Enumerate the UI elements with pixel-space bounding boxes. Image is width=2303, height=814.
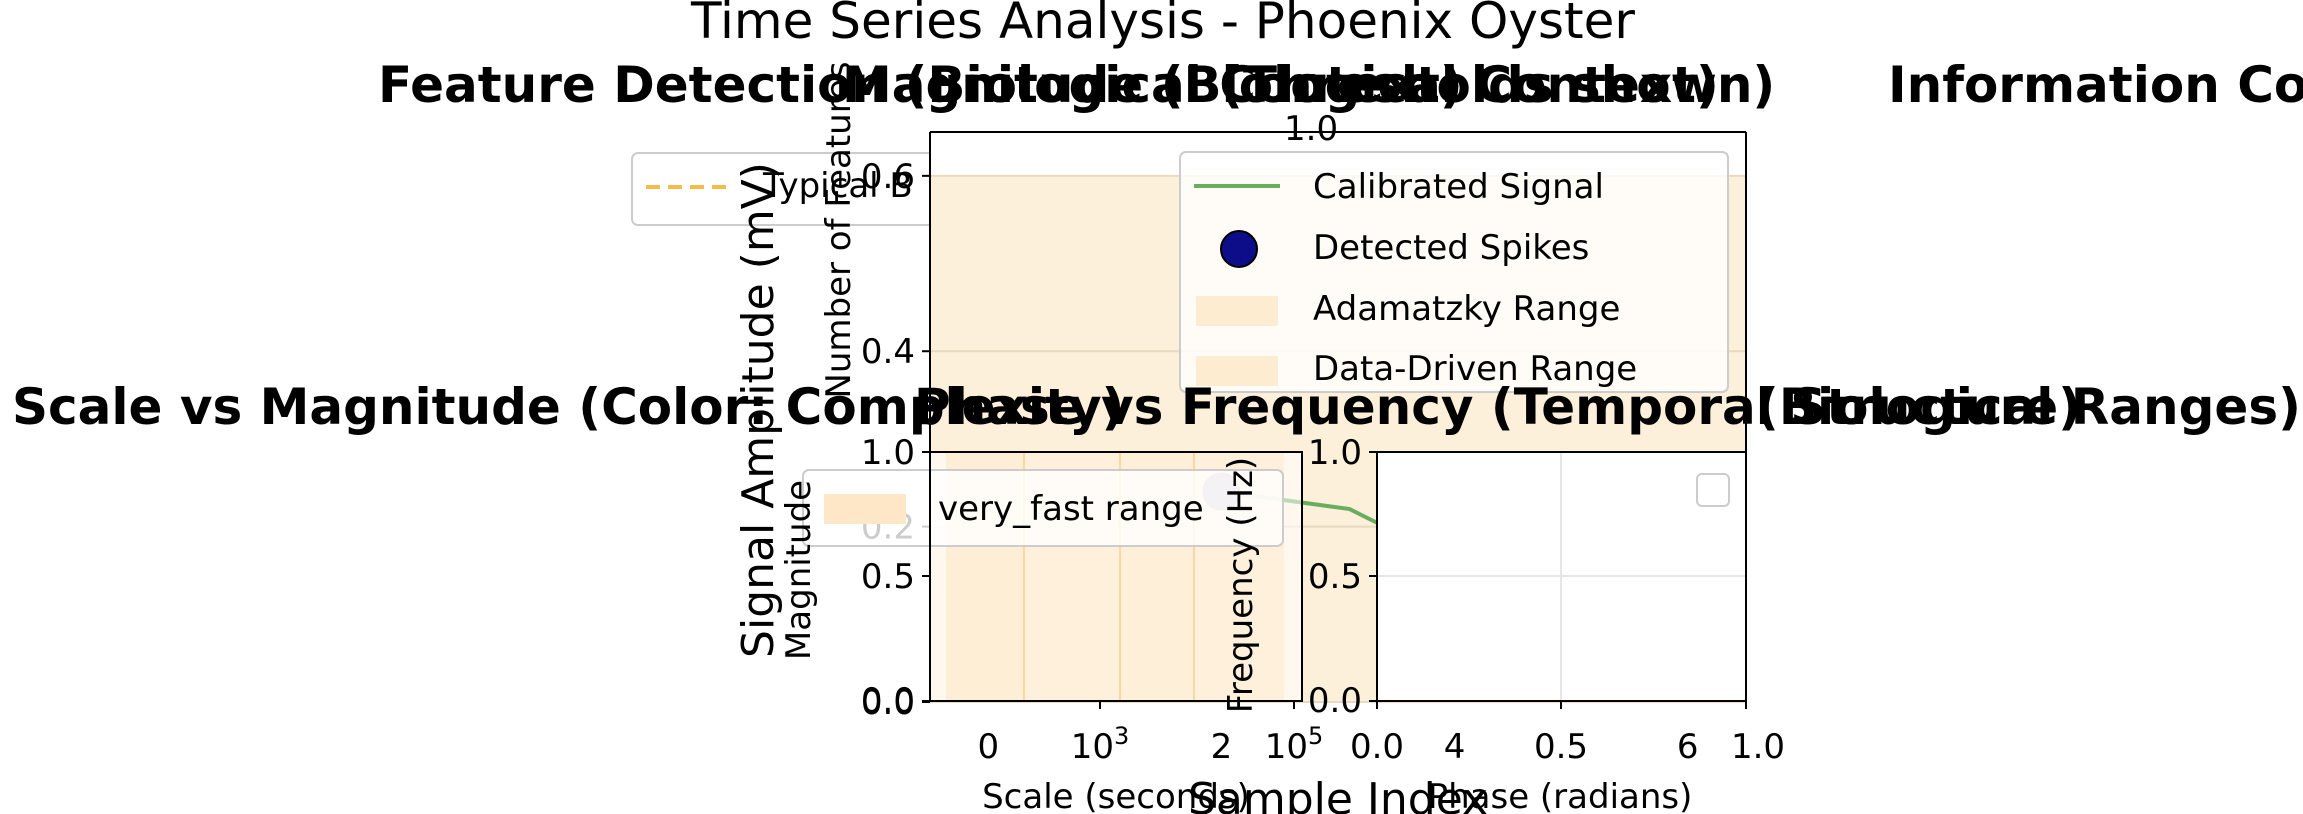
sm-xtick-1: 103 <box>1071 722 1130 767</box>
legend-label-typical: Typical B <box>762 166 913 206</box>
phase-frequency-xlabel: Phase (radians) <box>1428 777 1693 814</box>
phase-frequency-empty-legend <box>1696 473 1730 507</box>
phase-frequency-ylabel: Frequency (Hz) <box>1221 457 1261 713</box>
pf-ytick-3: 0.0 <box>1308 681 1362 721</box>
legend-label-adamatzky: Adamatzky Range <box>1313 289 1620 329</box>
histogram-ylabel: Number of Features <box>819 61 859 398</box>
scale-magnitude-yticks: 1.0 0.5 0.0 <box>861 433 930 721</box>
sm-ytick-1: 1.0 <box>861 433 915 473</box>
sm-ytick-3: 0.0 <box>861 681 915 721</box>
phase-frequency-xticks: 0.0 0.5 1.0 <box>1350 701 1785 767</box>
feature-detection-title: Feature Detection (Biological Context) <box>378 56 1463 114</box>
pf-xtick-1: 0.0 <box>1350 727 1404 767</box>
scale-magnitude-xticks: 103 105 <box>1071 701 1324 767</box>
info-content-title: Information Content) <box>1888 56 2303 114</box>
legend-swatch-adamatzky <box>1196 296 1278 326</box>
main-signal-ytick-label-4: 0.6 <box>861 157 915 197</box>
main-signal-xtick-label-4: 6 <box>1677 727 1699 767</box>
scale-magnitude-ylabel: Magnitude <box>779 480 819 660</box>
histogram-title: (Thresholds shown) <box>1220 56 1775 114</box>
pf-ytick-1: 1.0 <box>1308 433 1362 473</box>
magnitude-ytick: 1.0 <box>1284 109 1338 149</box>
scale-magnitude-panel: 1.0 0.5 0.0 103 105 very_fast range <box>802 433 1324 767</box>
legend-swatch-spikes <box>1220 230 1258 268</box>
biological-ranges-title: (Biological Ranges) <box>1756 378 2301 436</box>
main-signal-xlabel: Sample Index <box>1188 774 1488 814</box>
pf-xtick-3: 1.0 <box>1731 727 1785 767</box>
main-signal-legend: Calibrated Signal Detected Spikes Adamat… <box>1179 151 1729 393</box>
phase-frequency-grid <box>1377 452 1746 701</box>
phase-frequency-title: Phase vs Frequency (Temporal Structure) <box>914 378 2081 436</box>
main-signal-xtick-label-1: 0 <box>977 727 999 767</box>
pf-ytick-2: 0.5 <box>1308 557 1362 597</box>
feature-detection-legend: Typical B <box>631 152 935 226</box>
main-signal-xtick-label-3: 4 <box>1444 727 1466 767</box>
legend-label-spikes: Detected Spikes <box>1313 228 1589 268</box>
legend-label-datadriven: Data-Driven Range <box>1313 349 1637 389</box>
main-signal-ylabel: Signal Amplitude (mV) <box>733 162 784 658</box>
legend-swatch-datadriven <box>1196 356 1278 386</box>
main-signal-ytick-label-3: 0.4 <box>861 332 915 372</box>
legend-label-very-fast: very_fast range <box>938 489 1204 529</box>
magnitude-title: Magnitude (Biological Context) <box>842 56 1719 114</box>
phase-frequency-yticks: 1.0 0.5 0.0 <box>1308 433 1377 721</box>
scale-magnitude-title: Scale vs Magnitude (Color: Complexity) <box>12 378 1124 436</box>
sm-xtick-2: 105 <box>1265 722 1324 767</box>
main-signal-ytick-label-1: 0.0 <box>861 683 915 723</box>
main-signal-xtick-label-2: 2 <box>1211 727 1233 767</box>
legend-label-calibrated: Calibrated Signal <box>1313 167 1604 207</box>
sm-ytick-2: 0.5 <box>861 557 915 597</box>
scale-magnitude-legend: very_fast range <box>802 469 1284 547</box>
figure-suptitle: Time Series Analysis - Phoenix Oyster <box>690 0 1635 50</box>
main-signal-xticks: 0 2 4 6 <box>977 727 1698 767</box>
phase-frequency-panel: 1.0 0.5 0.0 0.0 0.5 1.0 <box>1308 433 1785 767</box>
pf-xtick-2: 0.5 <box>1534 727 1588 767</box>
scale-magnitude-xlabel: Scale (seconds) <box>982 777 1250 814</box>
